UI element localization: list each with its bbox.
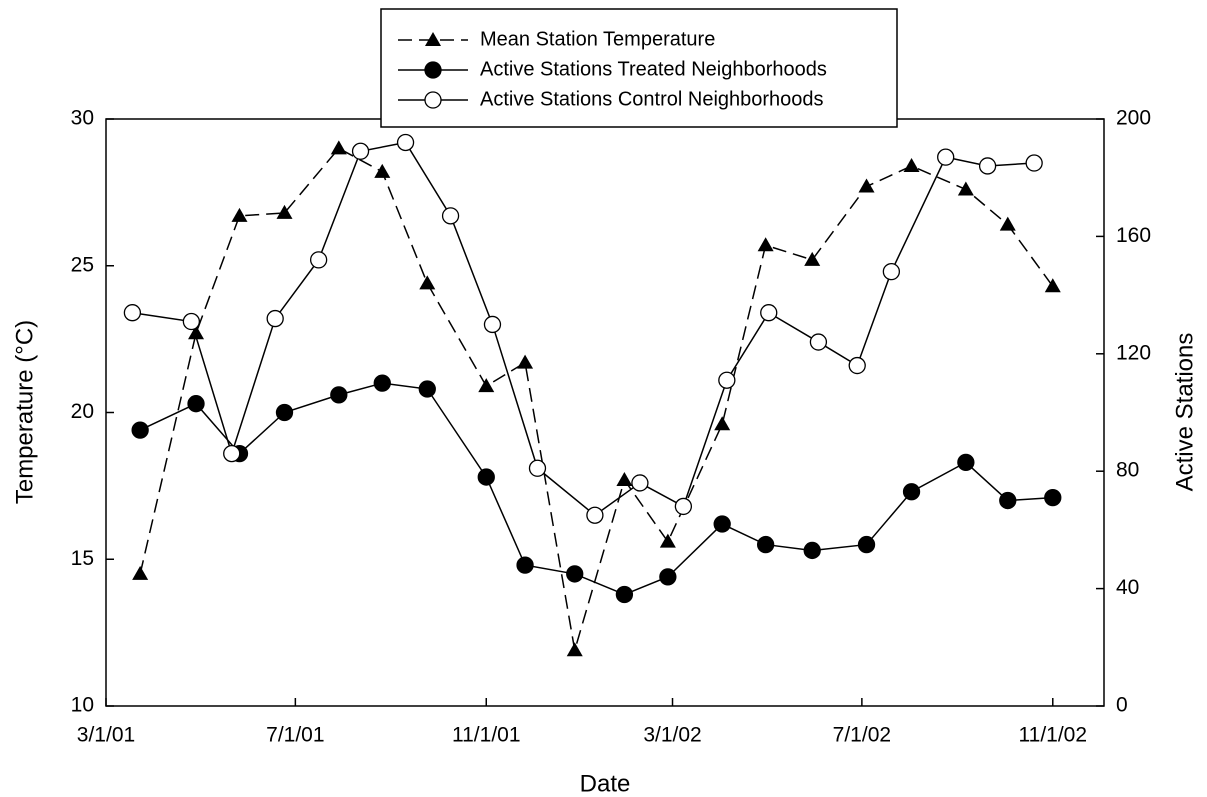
x-tick-label: 7/1/02 — [833, 724, 891, 747]
x-tick-label: 3/1/01 — [77, 724, 135, 747]
triangle-marker — [714, 416, 731, 431]
open-circle-marker — [1025, 154, 1043, 172]
filled-circle-marker — [756, 535, 775, 554]
triangle-marker — [188, 325, 205, 340]
y-axis-title: Temperature (°C) — [11, 320, 38, 504]
open-circle-marker — [424, 91, 442, 109]
y2-axis-title: Active Stations — [1171, 333, 1198, 492]
triangle-marker — [425, 32, 441, 46]
open-circle-marker — [631, 474, 649, 492]
open-circle-marker — [351, 142, 370, 160]
triangle-marker — [231, 207, 248, 222]
filled-circle-marker — [373, 374, 391, 392]
open-circle-marker — [123, 304, 142, 322]
y2-tick-label: 0 — [1116, 694, 1128, 717]
filled-circle-marker — [803, 541, 821, 560]
open-circle-marker — [441, 207, 460, 225]
x-axis-title: Date — [580, 770, 631, 797]
open-circle-marker — [182, 312, 201, 331]
filled-circle-marker — [857, 535, 876, 554]
y2-tick-label: 40 — [1116, 576, 1139, 599]
series-line — [139, 382, 1053, 596]
open-circle-marker — [396, 133, 415, 152]
legend-label: Active Stations Treated Neighborhoods — [480, 58, 827, 80]
triangle-marker — [804, 251, 821, 266]
triangle-marker — [374, 163, 391, 178]
filled-circle-marker — [131, 421, 149, 439]
plot-frame — [105, 118, 1105, 707]
open-circle-marker — [937, 148, 955, 166]
open-circle-marker — [760, 304, 778, 322]
triangle-marker — [903, 157, 920, 172]
y2-tick-label: 80 — [1116, 459, 1139, 482]
filled-circle-marker — [957, 453, 975, 472]
filled-circle-marker — [330, 386, 348, 404]
open-circle-marker — [586, 506, 604, 524]
open-circle-marker — [483, 315, 502, 334]
y-tick-label: 10 — [71, 694, 94, 717]
open-circle-marker — [223, 444, 241, 463]
triangle-marker — [478, 378, 495, 393]
triangle-marker — [517, 354, 534, 369]
filled-circle-marker — [999, 491, 1017, 510]
triangle-marker — [957, 181, 974, 196]
triangle-marker — [616, 472, 633, 487]
filled-circle-marker — [516, 556, 534, 574]
triangle-marker — [566, 642, 583, 657]
triangle-marker — [757, 237, 774, 252]
filled-circle-marker — [275, 403, 294, 422]
legend-label: Active Stations Control Neighborhoods — [480, 88, 824, 110]
open-circle-marker — [718, 371, 736, 389]
x-tick-label: 7/1/01 — [266, 724, 324, 747]
triangle-marker — [858, 178, 875, 193]
triangle-marker — [1044, 278, 1061, 293]
filled-circle-marker — [615, 585, 634, 604]
open-circle-marker — [674, 497, 693, 516]
legend-box — [380, 8, 898, 128]
y-tick-label: 25 — [71, 253, 94, 276]
series-line — [139, 147, 1054, 651]
filled-circle-marker — [902, 483, 921, 501]
triangle-marker — [330, 140, 347, 155]
filled-circle-marker — [424, 61, 442, 79]
filled-circle-marker — [477, 468, 495, 486]
x-tick-label: 11/1/01 — [452, 724, 521, 747]
filled-circle-marker — [187, 395, 205, 413]
open-circle-marker — [309, 251, 328, 269]
filled-circle-marker — [1044, 488, 1062, 507]
open-circle-marker — [809, 333, 828, 351]
series-line — [132, 141, 1035, 517]
triangle-marker — [419, 275, 436, 290]
open-circle-marker — [266, 309, 284, 328]
x-tick-label: 11/1/02 — [1019, 724, 1088, 747]
filled-circle-marker — [659, 568, 677, 586]
x-tick-label: 3/1/02 — [643, 724, 701, 747]
legend-label: Mean Station Temperature — [480, 28, 715, 50]
open-circle-marker — [882, 262, 901, 281]
y2-tick-label: 200 — [1116, 107, 1151, 130]
filled-circle-marker — [418, 380, 436, 398]
y-tick-label: 15 — [71, 547, 94, 570]
triangle-marker — [659, 533, 676, 548]
open-circle-marker — [978, 157, 997, 175]
triangle-marker — [276, 204, 293, 219]
y-tick-label: 30 — [71, 107, 94, 130]
y2-tick-label: 160 — [1116, 224, 1151, 247]
filled-circle-marker — [713, 515, 731, 533]
y2-tick-label: 120 — [1116, 341, 1151, 364]
open-circle-marker — [848, 356, 866, 375]
filled-circle-marker — [566, 565, 584, 583]
open-circle-marker — [528, 459, 547, 477]
y-tick-label: 20 — [71, 400, 94, 423]
triangle-marker — [999, 216, 1016, 231]
triangle-marker — [132, 565, 149, 580]
